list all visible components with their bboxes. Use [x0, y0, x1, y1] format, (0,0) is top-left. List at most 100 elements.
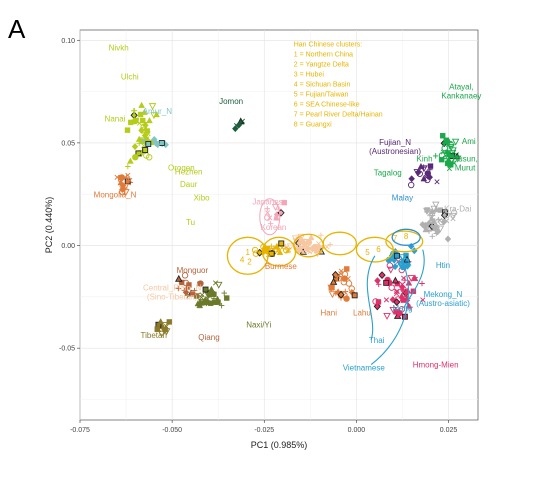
sample-point: [140, 138, 146, 144]
group-label: Fujian_N (Austronesian): [369, 138, 421, 156]
group-label: Monguor: [177, 266, 209, 275]
legend-line: 4 = Sichuan Basin: [294, 81, 351, 88]
vietnamese-lineage-line: [370, 255, 409, 366]
sample-point: [329, 277, 338, 285]
sample-point: [439, 133, 446, 139]
sample-point: [398, 292, 406, 299]
sample-point: [132, 153, 139, 161]
sample-point: [337, 290, 345, 299]
sample-point: [146, 117, 153, 124]
sample-point: [124, 127, 131, 133]
sample-point: [264, 214, 271, 221]
sample-point: [221, 290, 227, 296]
sample-point: [154, 141, 162, 149]
sample-point: [403, 258, 410, 265]
cluster-number-label: 2: [247, 257, 252, 266]
x-tick-label: -0.025: [254, 427, 274, 434]
sample-point: [286, 243, 295, 251]
han-cluster-legend: Han Chinese clusters: 1 = Northern China 2…: [294, 41, 383, 128]
sample-point: [393, 298, 401, 306]
sample-point: [218, 302, 225, 309]
sample-point: [427, 163, 434, 169]
sample-point: [162, 328, 171, 336]
sample-point: [446, 165, 452, 172]
group-label: Dusun, Murut: [452, 154, 477, 172]
sample-point: [443, 211, 450, 219]
sample-point: [181, 272, 189, 279]
group-label: Tu: [186, 218, 195, 227]
sample-point: [399, 281, 405, 287]
legend-line: 7 = Pearl River Delta/Hainan: [294, 111, 383, 118]
cluster-outline: [226, 236, 269, 275]
sample-point: [351, 292, 358, 299]
sample-point: [125, 163, 131, 170]
sample-point: [195, 292, 201, 298]
group-label: Ulchi: [121, 72, 139, 81]
sample-point: [419, 280, 425, 287]
group-label: Kra-Dai: [444, 205, 471, 214]
legend-line: 8 = Guangxi: [294, 121, 332, 128]
sample-point: [426, 173, 434, 181]
sample-point: [389, 306, 397, 314]
sample-point: [375, 299, 382, 305]
sample-point: [118, 175, 124, 181]
group-label: Amur_N: [143, 107, 173, 116]
cluster-outline: [322, 231, 358, 256]
legend-line: 5 = Fujian/Taiwan: [294, 91, 349, 98]
sample-point: [451, 138, 460, 146]
group-label: Japanese: [252, 197, 287, 206]
sample-point: [194, 300, 202, 307]
sample-point: [215, 299, 221, 305]
sample-point: [153, 111, 160, 118]
legend-line: 6 = SEA Chinese-like: [294, 101, 360, 108]
group-label: Burmese: [265, 262, 298, 271]
sample-point: [272, 246, 280, 253]
sample-point: [435, 216, 442, 223]
sample-point: [186, 282, 192, 288]
sample-point: [276, 248, 284, 255]
group-label: Jomon: [219, 97, 243, 106]
sample-point: [436, 225, 445, 233]
legend-line: 3 = Hubei: [294, 71, 325, 78]
sample-point: [423, 207, 431, 215]
sample-point: [181, 287, 188, 294]
group-label: Hmong-Mien: [413, 361, 459, 370]
group-label: Nanai: [105, 114, 126, 123]
sample-point: [440, 155, 447, 162]
sample-point: [203, 300, 210, 307]
sample-point: [338, 271, 344, 277]
sample-point: [127, 157, 134, 164]
y-tick-label: 0.00: [61, 243, 75, 250]
sample-point: [127, 177, 133, 183]
sample-point: [142, 147, 149, 153]
cluster-number-label: 5: [365, 248, 370, 257]
sample-point: [157, 330, 166, 338]
sample-point: [273, 214, 280, 221]
group-label: Hezhen: [175, 168, 203, 177]
sample-point: [411, 274, 419, 282]
sample-point: [197, 280, 204, 287]
mang-lineage-line: [403, 249, 425, 308]
han-cluster-outlines: [226, 198, 425, 366]
sample-point: [315, 244, 321, 250]
sample-point: [198, 294, 205, 301]
sample-point: [329, 284, 335, 291]
y-tick-label: -0.05: [59, 346, 75, 353]
sample-point: [342, 288, 349, 295]
sample-point: [145, 131, 151, 137]
sample-point: [407, 275, 415, 282]
sample-point: [268, 243, 275, 249]
sample-point: [387, 266, 395, 274]
cluster-number-label: 7: [393, 234, 398, 243]
x-tick-label: -0.075: [70, 427, 90, 434]
sample-point: [417, 162, 425, 170]
sample-point: [449, 147, 457, 155]
legend-line: Han Chinese clusters:: [294, 41, 363, 48]
sample-point: [268, 250, 275, 257]
sample-point: [318, 232, 324, 238]
sample-point: [223, 295, 230, 301]
sample-point: [296, 245, 304, 252]
sample-point: [400, 286, 407, 293]
sample-point: [429, 233, 436, 240]
